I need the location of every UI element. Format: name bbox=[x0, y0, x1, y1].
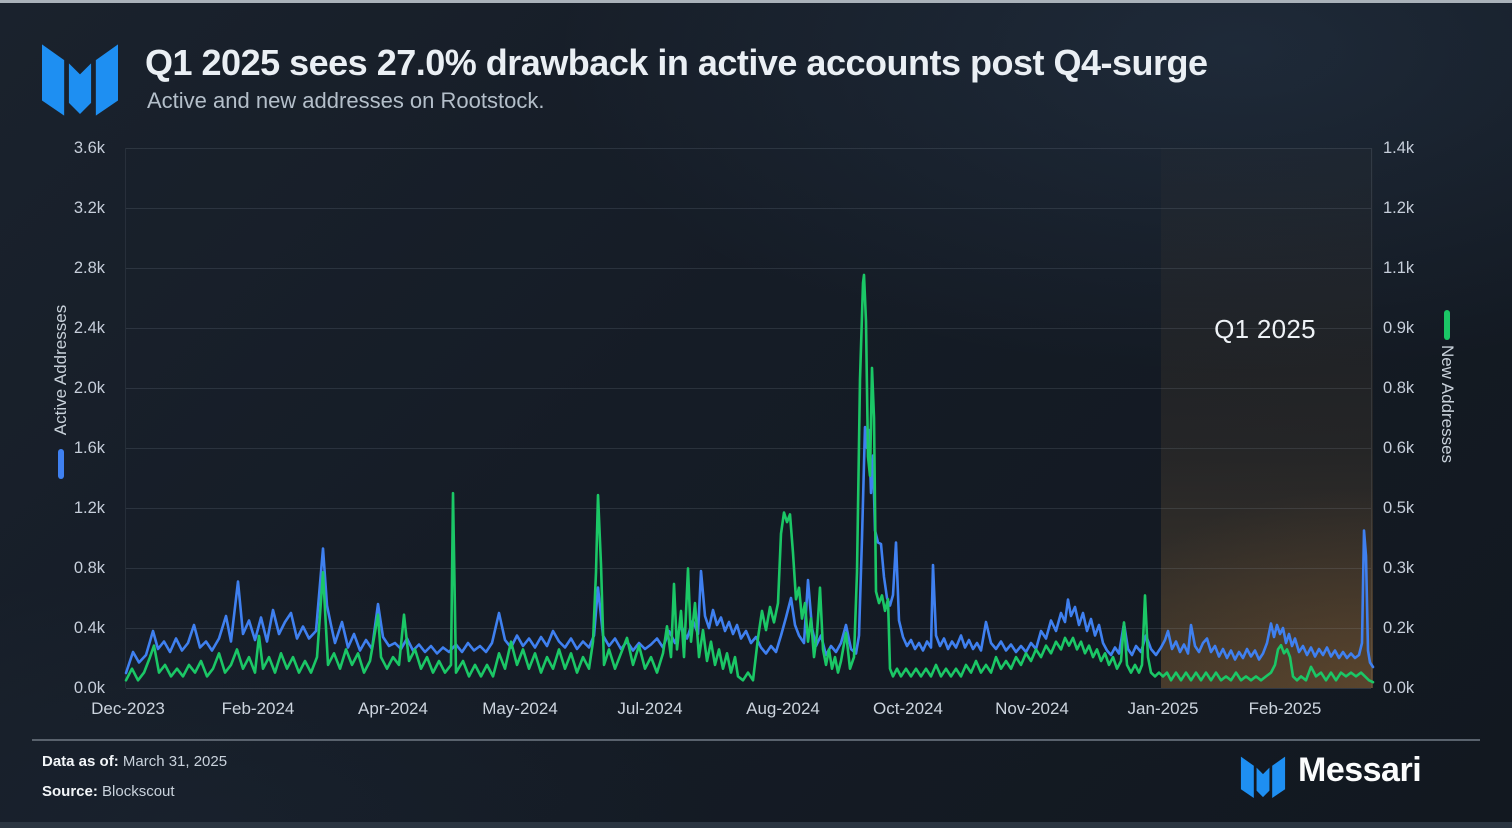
left-ytick-label: 2.8k bbox=[73, 259, 105, 277]
active-addresses-legend-swatch bbox=[58, 449, 64, 479]
left-ytick-label: 1.2k bbox=[73, 499, 105, 517]
new-addresses-line bbox=[124, 273, 1375, 684]
gridline bbox=[126, 268, 1371, 269]
xtick-label: Feb-2025 bbox=[1248, 699, 1322, 718]
gridline bbox=[126, 448, 1371, 449]
left-ytick-label: 1.6k bbox=[73, 439, 105, 457]
data-as-of-label: Data as of: bbox=[42, 753, 119, 770]
chart-plot-area: Q1 2025 bbox=[124, 148, 1375, 689]
gridline bbox=[126, 148, 1371, 149]
data-as-of-value: March 31, 2025 bbox=[118, 753, 228, 770]
messari-wordmark: Messari bbox=[1298, 751, 1422, 789]
left-ytick-label: 2.4k bbox=[73, 319, 105, 337]
gridline bbox=[126, 628, 1371, 629]
q1-2025-highlight-region bbox=[1161, 148, 1373, 688]
gridline bbox=[126, 388, 1371, 389]
xtick-label: May-2024 bbox=[482, 699, 558, 718]
window-top-edge bbox=[0, 0, 1512, 3]
right-ytick-label: 0.9k bbox=[1383, 319, 1415, 337]
page-title: Q1 2025 sees 27.0% drawback in active ac… bbox=[145, 42, 1208, 83]
window-bottom-edge bbox=[0, 822, 1512, 828]
page-subtitle: Active and new addresses on Rootstock. bbox=[147, 88, 545, 113]
xtick-label: Oct-2024 bbox=[873, 699, 943, 718]
right-ytick-label: 0.5k bbox=[1383, 499, 1415, 517]
new-addresses-legend-swatch bbox=[1444, 310, 1450, 340]
right-ytick-label: 0.3k bbox=[1383, 559, 1415, 577]
footer-divider bbox=[32, 739, 1480, 741]
xtick-label: Jan-2025 bbox=[1127, 699, 1199, 718]
left-ytick-label: 0.8k bbox=[73, 559, 105, 577]
left-ytick-label: 3.2k bbox=[73, 199, 105, 217]
xtick-label: Apr-2024 bbox=[358, 699, 428, 718]
gridline bbox=[126, 688, 1371, 689]
source-label: Source: bbox=[42, 783, 98, 800]
line-chart bbox=[124, 273, 1375, 684]
q1-2025-annotation: Q1 2025 bbox=[1214, 314, 1316, 344]
left-ytick-label: 3.6k bbox=[73, 139, 105, 157]
right-ytick-label: 0.6k bbox=[1383, 439, 1415, 457]
gridline bbox=[126, 208, 1371, 209]
messari-mark-icon bbox=[1240, 756, 1286, 798]
gridline bbox=[126, 328, 1371, 329]
right-ytick-label: 0.2k bbox=[1383, 619, 1415, 637]
right-ytick-label: 1.4k bbox=[1383, 139, 1415, 157]
gridline bbox=[126, 568, 1371, 569]
xtick-label: Nov-2024 bbox=[995, 699, 1069, 718]
left-ytick-label: 0.4k bbox=[73, 619, 105, 637]
right-ytick-label: 0.8k bbox=[1383, 379, 1415, 397]
xtick-label: Dec-2023 bbox=[91, 699, 165, 718]
source: Source: Blockscout bbox=[42, 783, 175, 800]
data-as-of: Data as of: March 31, 2025 bbox=[42, 753, 227, 770]
active-addresses-line bbox=[124, 425, 1375, 675]
left-ytick-label: 2.0k bbox=[73, 379, 105, 397]
right-ytick-label: 1.1k bbox=[1383, 259, 1415, 277]
right-ytick-label: 0.0k bbox=[1383, 679, 1415, 697]
xtick-label: Aug-2024 bbox=[746, 699, 820, 718]
right-ytick-label: 1.2k bbox=[1383, 199, 1415, 217]
left-ytick-label: 0.0k bbox=[73, 679, 105, 697]
xtick-label: Feb-2024 bbox=[221, 699, 295, 718]
gridline bbox=[126, 508, 1371, 509]
messari-mark-icon bbox=[42, 44, 118, 116]
xtick-label: Jul-2024 bbox=[617, 699, 683, 718]
source-value: Blockscout bbox=[97, 783, 175, 800]
